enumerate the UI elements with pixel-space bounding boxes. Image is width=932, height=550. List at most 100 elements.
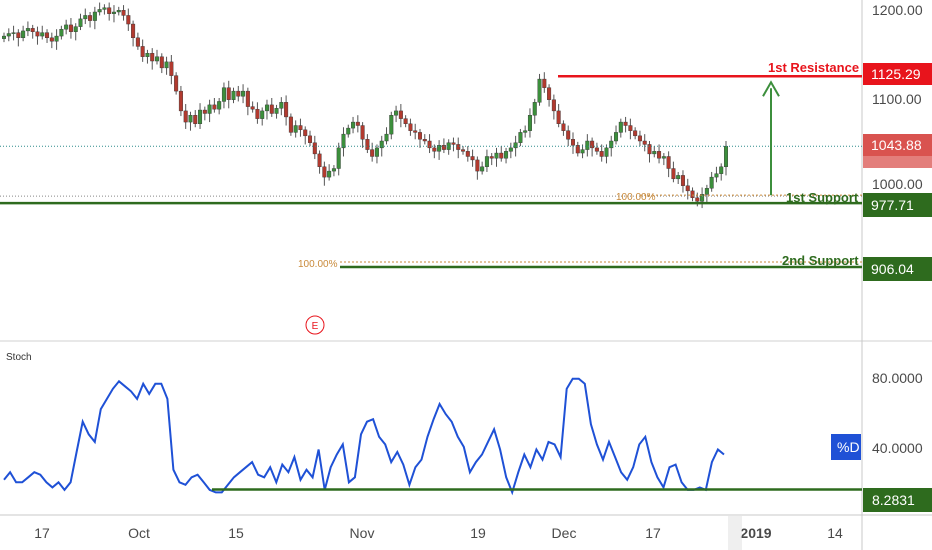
candle-body xyxy=(260,110,265,119)
fib-label: 100.00% xyxy=(616,192,656,203)
price-pane[interactable] xyxy=(0,0,862,340)
candle-body xyxy=(241,90,246,97)
stoch-last-tag xyxy=(863,488,932,512)
candle-body xyxy=(25,28,30,32)
candle-body xyxy=(724,145,729,168)
last-price-tag-text: 1043.88 xyxy=(871,137,922,153)
resistance-price-tag xyxy=(863,63,932,85)
candle-body xyxy=(274,108,279,114)
candle-body xyxy=(174,75,179,92)
candle-body xyxy=(245,90,250,107)
candle-body xyxy=(131,23,136,39)
candle-body xyxy=(365,139,370,150)
candle-body xyxy=(6,33,11,37)
candle-body xyxy=(145,53,150,57)
candle-body xyxy=(21,30,26,39)
candle-body xyxy=(499,152,504,159)
support1-price-tag xyxy=(863,193,932,217)
candle-body xyxy=(642,140,647,145)
candle-body xyxy=(83,15,88,20)
candle-body xyxy=(657,151,662,159)
candle-body xyxy=(394,110,399,116)
candle-body xyxy=(97,9,102,13)
resistance-label: 1st Resistance xyxy=(768,60,859,75)
candle-body xyxy=(202,109,207,114)
candle-body xyxy=(470,156,475,161)
candle-body xyxy=(49,37,54,42)
candle-body xyxy=(88,15,93,21)
candle-body xyxy=(714,173,719,178)
candle-body xyxy=(121,10,126,16)
candle-body xyxy=(594,147,599,152)
candle-body xyxy=(547,87,552,100)
candle-body xyxy=(599,151,604,157)
candle-body xyxy=(59,29,64,37)
stoch-series-tag xyxy=(831,434,861,460)
candle-body xyxy=(575,145,580,154)
candle-body xyxy=(111,11,116,14)
time-tick: Oct xyxy=(128,525,150,541)
price-tick: 1000.00 xyxy=(872,176,923,192)
price-tick: 1100.00 xyxy=(872,91,922,107)
candle-body xyxy=(16,32,21,38)
level-lines xyxy=(0,75,862,269)
candle-body xyxy=(652,151,657,155)
stoch-series-tag-text: %D xyxy=(837,439,860,455)
price-tick: 1200.00 xyxy=(872,2,923,18)
candle-body xyxy=(193,114,198,124)
candle-body xyxy=(465,151,470,157)
time-tick: 2019 xyxy=(740,525,771,541)
candle-body xyxy=(207,104,212,114)
candle-body xyxy=(341,133,346,149)
candle-body xyxy=(231,90,236,100)
candle-body xyxy=(570,139,575,146)
candle-body xyxy=(580,149,585,154)
stoch-line xyxy=(3,377,725,496)
candle-body xyxy=(102,7,107,10)
candle-body xyxy=(513,142,518,149)
candle-body xyxy=(317,153,322,167)
support2-price-tag-text: 906.04 xyxy=(871,261,914,277)
candle-body xyxy=(647,144,652,155)
candle-body xyxy=(695,197,700,202)
time-tick: Dec xyxy=(552,525,577,541)
candle-body xyxy=(331,168,336,172)
candle-body xyxy=(475,159,480,172)
candle-body xyxy=(255,108,260,119)
time-tick: 17 xyxy=(34,525,50,541)
candle-body xyxy=(35,31,40,37)
resistance-price-tag-text: 1125.29 xyxy=(871,66,921,82)
candle-body xyxy=(451,142,456,145)
candle-body xyxy=(403,118,408,124)
time-tick: 19 xyxy=(470,525,486,541)
candle-body xyxy=(532,102,537,116)
candle-body xyxy=(671,168,676,180)
candle-body xyxy=(164,61,169,69)
candle-body xyxy=(527,114,532,131)
candle-body xyxy=(456,144,461,150)
candle-body xyxy=(461,149,466,152)
candle-body xyxy=(432,147,437,152)
candle-body xyxy=(322,166,327,178)
candle-body xyxy=(408,123,413,131)
candle-body xyxy=(590,140,595,149)
candle-body xyxy=(542,78,547,88)
candle-body xyxy=(150,53,155,62)
event-marker-icon[interactable] xyxy=(305,315,325,335)
candle-body xyxy=(437,145,442,152)
candle-body xyxy=(661,156,666,159)
candle-body xyxy=(159,56,164,69)
candle-body xyxy=(489,156,494,159)
candle-body xyxy=(417,132,422,140)
candle-body xyxy=(288,116,293,133)
time-tick: 14 xyxy=(827,525,843,541)
candle-body xyxy=(78,18,83,27)
candle-body xyxy=(221,87,226,102)
candle-body xyxy=(303,129,308,137)
candle-body xyxy=(370,149,375,157)
candle-body xyxy=(308,135,313,143)
last-price-tag-tail xyxy=(863,156,932,168)
candle-body xyxy=(680,175,685,186)
candle-body xyxy=(236,90,241,97)
